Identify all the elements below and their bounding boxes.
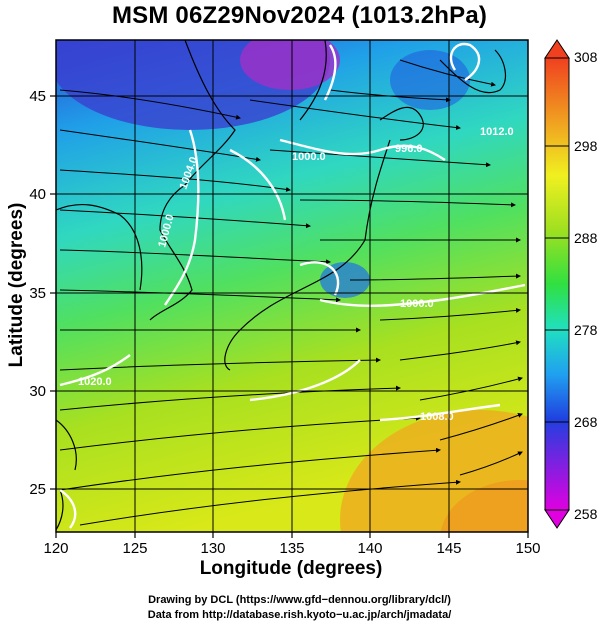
x-tick-label: 135 xyxy=(279,540,304,557)
y-tick-label: 30 xyxy=(29,383,46,400)
x-tick-label: 145 xyxy=(436,540,461,557)
isobars xyxy=(59,42,526,529)
colorbar-tick-label: 298 xyxy=(574,138,598,154)
y-axis: 45 40 35 30 25 xyxy=(29,88,56,498)
x-tick-label: 120 xyxy=(43,540,68,557)
isobar-label: 1000.0 xyxy=(292,151,326,163)
y-tick-label: 40 xyxy=(29,186,46,203)
isobar-label: 1020.0 xyxy=(78,376,112,388)
colorbar-tick-label: 268 xyxy=(574,414,598,430)
x-tick-label: 140 xyxy=(357,540,382,557)
colorbar-top-arrow xyxy=(544,39,570,59)
x-tick-label: 150 xyxy=(515,540,540,557)
colorbar-gradient xyxy=(544,57,570,511)
isobar-label: 1000.0 xyxy=(400,298,434,310)
y-tick-label: 45 xyxy=(29,88,46,105)
credit-drawing: Drawing by DCL (https://www.gfd−dennou.o… xyxy=(148,594,451,606)
colorbar-tick-label: 288 xyxy=(574,230,598,246)
x-axis-label: Longitude (degrees) xyxy=(199,558,383,579)
colorbar-tick-label: 278 xyxy=(574,322,598,338)
x-tick-label: 125 xyxy=(122,540,147,557)
wind-streamlines xyxy=(59,59,523,526)
x-axis: 120 125 130 135 140 145 150 xyxy=(43,532,541,557)
colorbar: 308 298 288 278 268 258 xyxy=(544,39,598,529)
x-tick-label: 130 xyxy=(200,540,225,557)
credit-data: Data from http://database.rish.kyoto−u.a… xyxy=(147,609,452,621)
y-axis-label: Latitude (degrees) xyxy=(6,202,27,368)
y-tick-label: 25 xyxy=(29,481,46,498)
colorbar-tick-label: 308 xyxy=(574,49,598,65)
isobar-label: 1008.0 xyxy=(420,411,454,423)
colorbar-bottom-arrow xyxy=(544,509,570,529)
y-tick-label: 35 xyxy=(29,285,46,302)
isobar-label: 1012.0 xyxy=(480,126,514,138)
isobar-label: 996.0 xyxy=(395,143,423,155)
lat-lon-grid xyxy=(56,40,528,532)
colorbar-tick-label: 258 xyxy=(574,506,598,522)
chart-title: MSM 06Z29Nov2024 (1013.2hPa) xyxy=(111,2,488,29)
